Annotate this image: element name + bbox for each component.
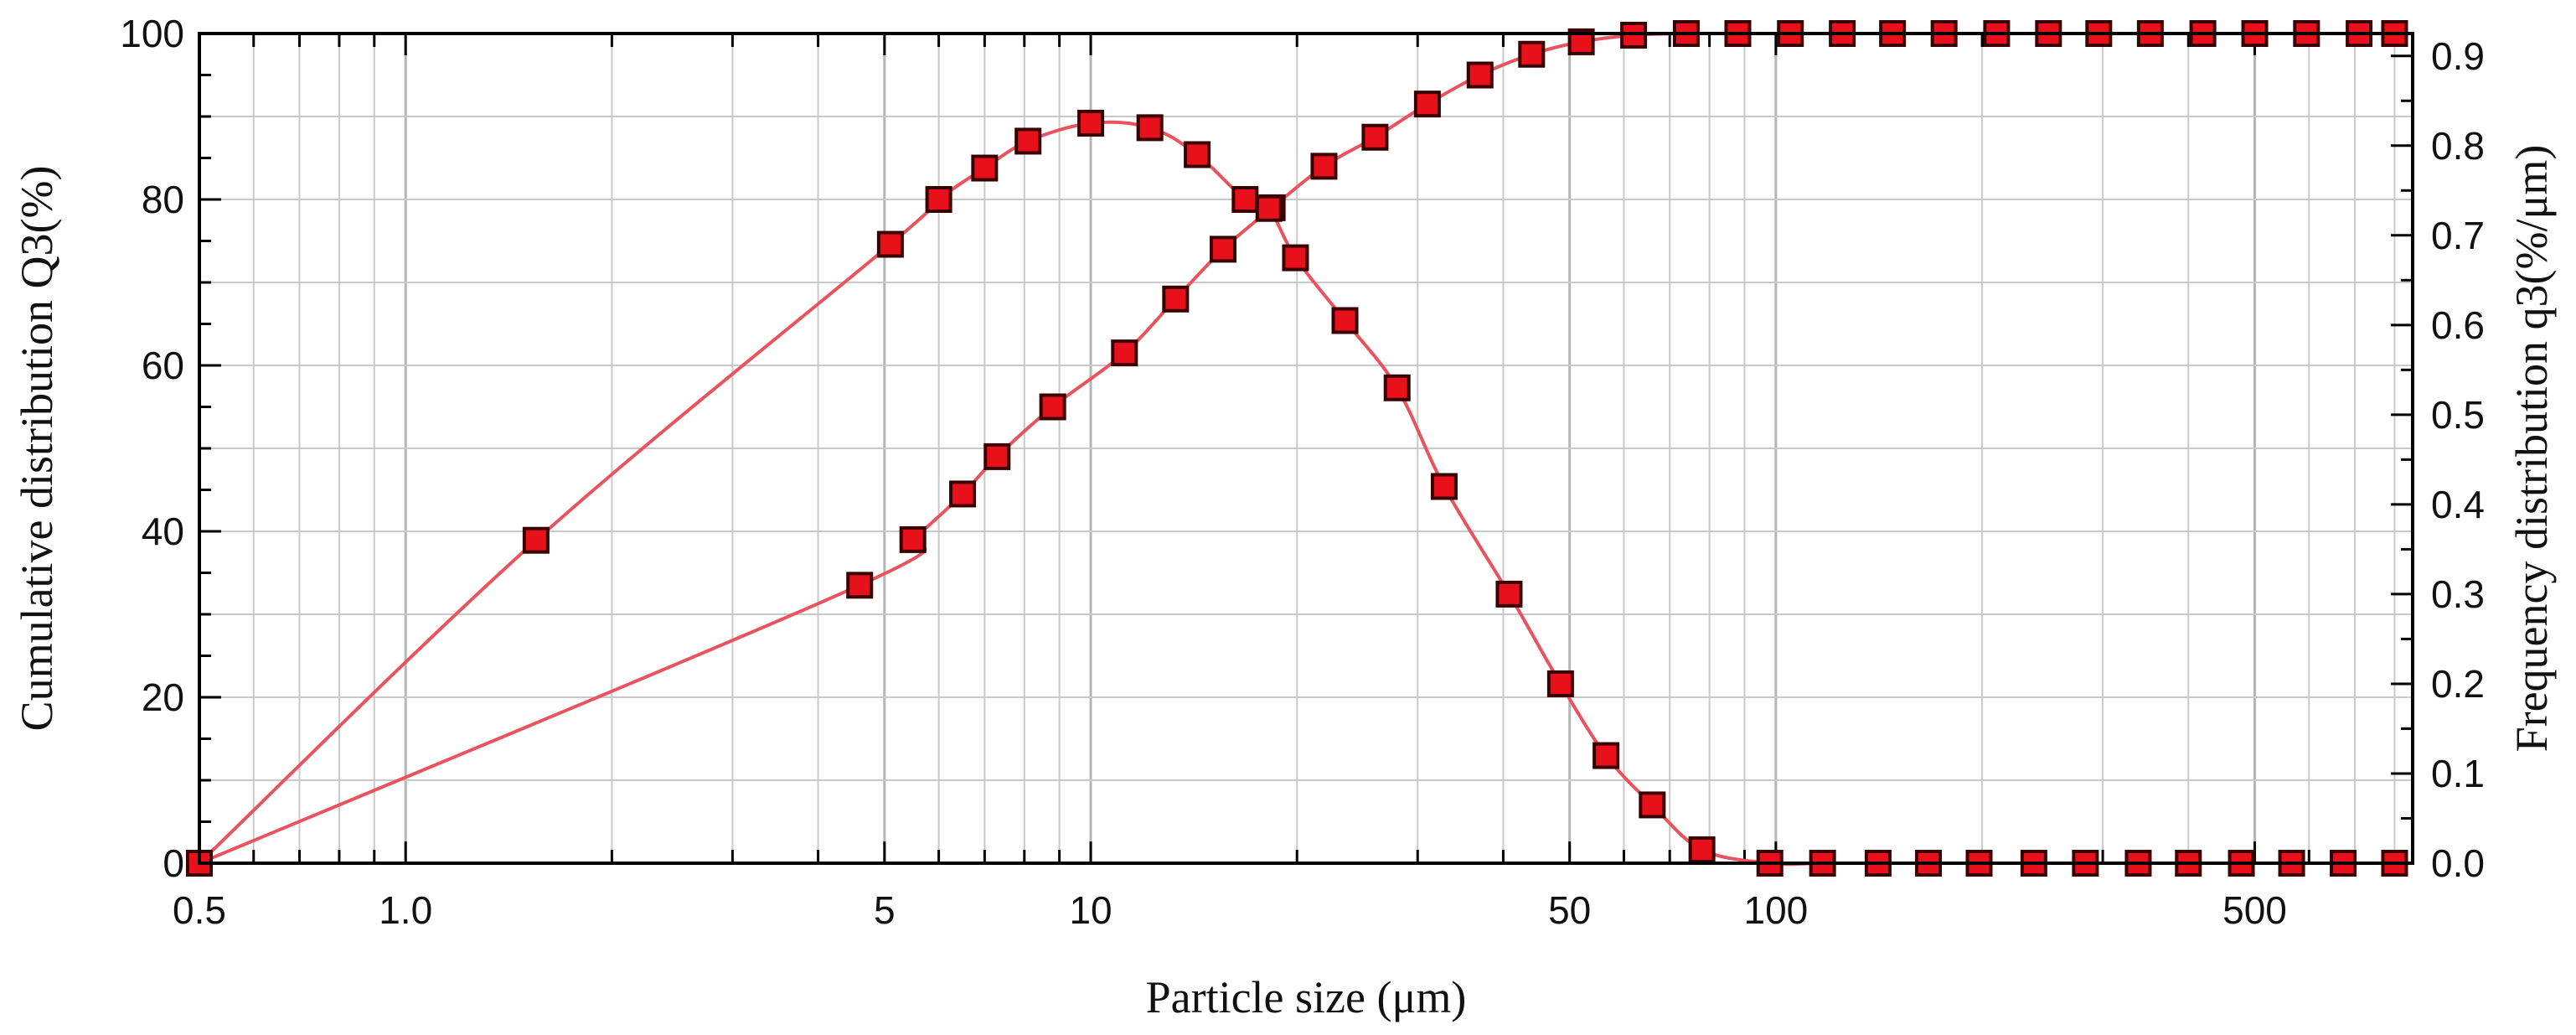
- cumulative-data-point: [1361, 123, 1389, 151]
- cumulative-data-point: [1111, 339, 1138, 367]
- y-tick-label: 20: [142, 675, 184, 719]
- frequency-data-point: [1136, 114, 1164, 142]
- frequency-data-point: [522, 526, 550, 554]
- x-tick-label: 1.0: [379, 888, 432, 932]
- frequency-data-point: [876, 230, 904, 258]
- frequency-data-point: [1688, 836, 1716, 863]
- y2-tick-label: 0.7: [2431, 214, 2485, 257]
- cumulative-data-point: [1162, 285, 1190, 313]
- x-tick-label: 0.5: [173, 888, 226, 932]
- y2-tick-label: 0.3: [2431, 572, 2485, 616]
- frequency-data-point: [1331, 307, 1359, 334]
- frequency-data-point: [1546, 670, 1574, 697]
- cumulative-data-point: [1466, 61, 1494, 89]
- y2-tick-label: 0.9: [2431, 34, 2485, 78]
- y2-tick-label: 0.5: [2431, 393, 2485, 437]
- y2-tick-label: 0.0: [2431, 841, 2485, 885]
- y-tick-label: 100: [120, 12, 184, 55]
- frequency-data-point: [1639, 791, 1666, 819]
- cumulative-data-point: [1039, 393, 1066, 421]
- y-tick-label: 40: [142, 510, 184, 553]
- frequency-data-point: [1430, 473, 1458, 500]
- frequency-data-point: [1014, 127, 1042, 155]
- frequency-data-point: [1231, 186, 1259, 213]
- x-tick-label: 100: [1744, 888, 1809, 932]
- y-axis-title: Cumulative distribution Q3(%): [12, 166, 62, 732]
- cumulative-data-point: [983, 442, 1011, 470]
- x-tick-label: 10: [1069, 888, 1112, 932]
- cumulative-data-point: [1413, 91, 1441, 118]
- y-tick-label: 60: [142, 344, 184, 387]
- cumulative-data-point: [1518, 40, 1546, 68]
- grid-layer: [198, 33, 2413, 864]
- frequency-data-point: [1282, 244, 1309, 272]
- x-tick-label: 500: [2222, 888, 2287, 932]
- cumulative-data-point: [949, 480, 977, 508]
- cumulative-data-point: [1310, 153, 1338, 180]
- y-tick-label: 80: [142, 178, 184, 221]
- frequency-data-point: [1495, 580, 1523, 608]
- y2-tick-label: 0.8: [2431, 124, 2485, 168]
- y2-tick-label: 0.1: [2431, 752, 2485, 795]
- y2-tick-label: 0.4: [2431, 483, 2485, 526]
- label-layer: 0.5 1.0 5 10 50 100 500 0 20 40 60 80 100 0.0 0.1 0.2 0.…: [120, 12, 2485, 932]
- cumulative-data-point: [846, 572, 874, 599]
- plot-frame: [198, 32, 2414, 865]
- x-tick-label: 5: [874, 888, 896, 932]
- cumulative-data-point: [899, 525, 927, 553]
- x-axis-title: Particle size (μm): [1146, 972, 1467, 1022]
- y2-tick-label: 0.6: [2431, 303, 2485, 347]
- y2-axis-title: Frequency distribution q3(%/μm): [2506, 145, 2557, 753]
- frequency-data-point: [971, 154, 999, 182]
- y2-tick-label: 0.2: [2431, 662, 2485, 706]
- x-tick-label: 50: [1548, 888, 1591, 932]
- cumulative-data-point: [1209, 235, 1236, 263]
- frequency-data-point: [1184, 141, 1211, 168]
- frequency-data-point: [1593, 742, 1620, 769]
- frequency-data-point: [1077, 110, 1105, 137]
- frequency-data-point: [1383, 374, 1411, 401]
- frequency-data-point: [1255, 194, 1283, 222]
- frequency-data-point: [925, 186, 952, 213]
- y-tick-label: 0: [163, 841, 184, 885]
